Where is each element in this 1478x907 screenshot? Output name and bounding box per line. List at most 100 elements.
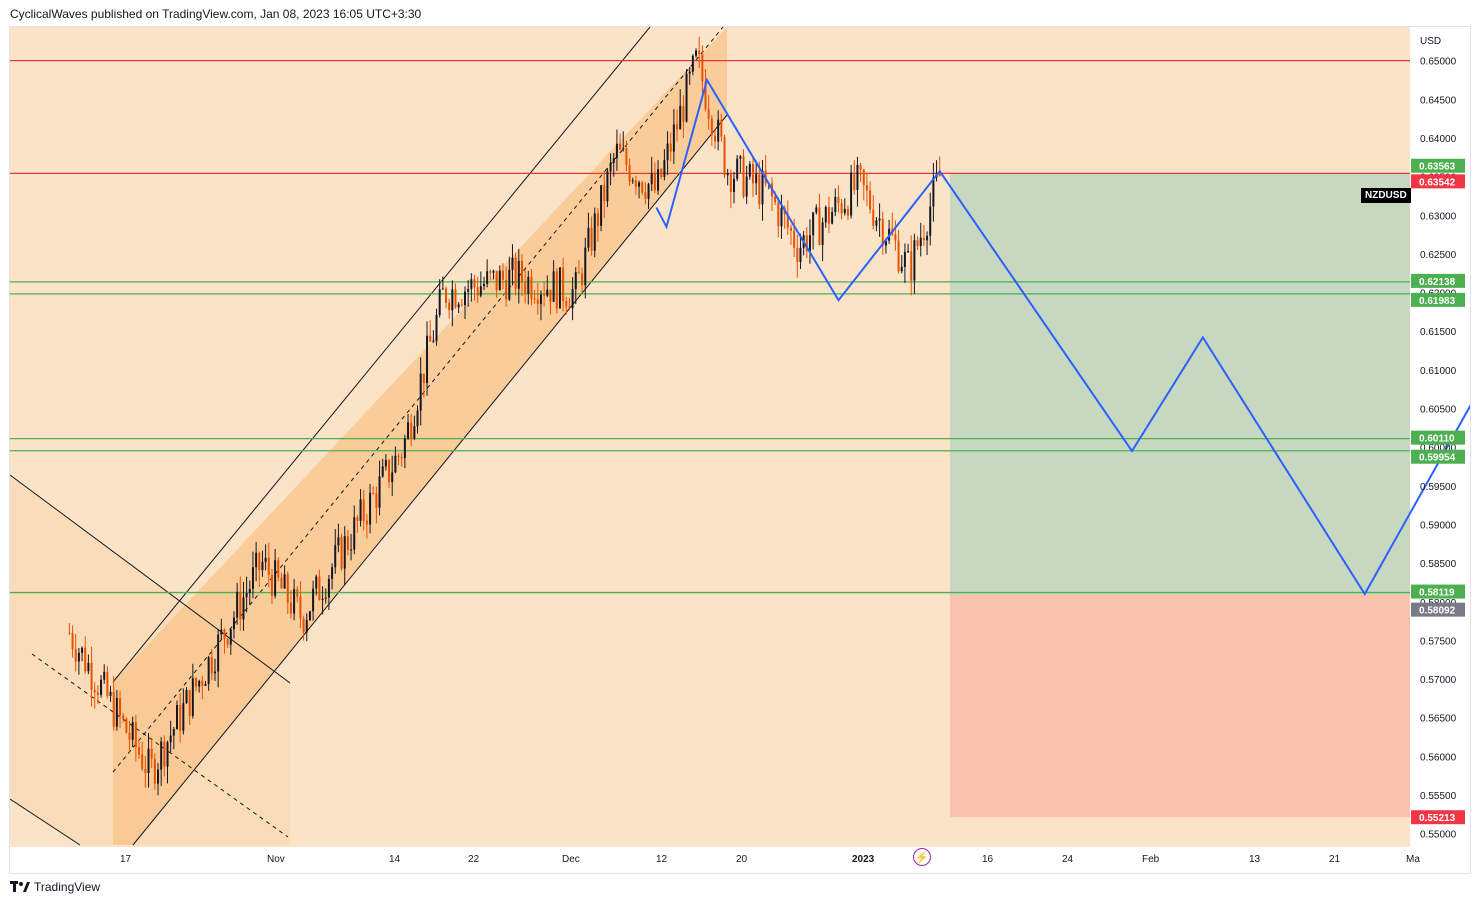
channel-lower-line: [132, 114, 728, 846]
candle-body: [267, 557, 270, 575]
candle-body: [74, 649, 77, 662]
price-label-0: 0.63563: [1419, 162, 1456, 173]
candle-body: [346, 536, 349, 550]
chart-area[interactable]: 0.650000.645000.640000.635000.630000.625…: [9, 26, 1471, 874]
price-label-1: 0.63542: [1419, 177, 1456, 188]
candle-body: [176, 705, 179, 730]
y-tick-label: 0.63000: [1420, 211, 1457, 222]
candle-body: [850, 172, 853, 216]
candle-body: [226, 638, 229, 645]
candle-body: [596, 213, 599, 226]
candle-body: [777, 202, 780, 227]
price-label-tag-7: [1411, 602, 1465, 617]
candle-body: [400, 456, 403, 459]
y-tick-label: 0.55000: [1420, 830, 1457, 841]
candle-body: [312, 588, 315, 612]
candle-body: [315, 576, 318, 589]
candle-body: [609, 162, 612, 172]
lightning-bolt-icon[interactable]: ⚡: [913, 848, 931, 866]
candle-body: [533, 298, 536, 300]
candle-body: [628, 164, 631, 182]
y-tick-label: 0.57500: [1420, 636, 1457, 647]
x-tick-label: Feb: [1142, 854, 1160, 865]
candle-body: [723, 136, 726, 176]
candle-body: [147, 748, 150, 773]
candle-body: [520, 260, 523, 283]
candle-body: [881, 218, 884, 246]
candle-body: [562, 267, 565, 302]
candle-body: [745, 176, 748, 197]
candle-body: [495, 270, 498, 291]
candle-body: [903, 251, 906, 267]
candle-body: [657, 169, 660, 191]
x-tick-label: 12: [656, 854, 668, 865]
currency-label: USD: [1420, 36, 1441, 47]
candle-body: [115, 697, 118, 727]
candle-body: [922, 237, 925, 241]
tradingview-logo-icon: [10, 881, 30, 892]
candle-body: [856, 164, 859, 190]
projection-path[interactable]: [655, 77, 1470, 596]
candle-body: [160, 741, 163, 770]
channel-mid-line: [112, 27, 724, 773]
candle-body: [869, 190, 872, 210]
candle-body: [780, 207, 783, 227]
candle-body: [919, 237, 922, 247]
candle-body: [552, 271, 555, 302]
candle-body: [77, 652, 80, 662]
candle-body: [666, 143, 669, 161]
candle-body: [327, 578, 330, 598]
candle-body: [286, 574, 289, 603]
candle-body: [549, 289, 552, 302]
candle-body: [581, 273, 584, 286]
price-label-6: 0.58119: [1419, 588, 1455, 599]
price-label-tag-3: [1411, 292, 1465, 307]
candle-body: [403, 438, 406, 459]
candle-body: [827, 207, 830, 224]
y-tick-label: 0.56500: [1420, 714, 1457, 725]
candle-body: [283, 574, 286, 589]
candle-body: [910, 251, 913, 281]
stop-zone[interactable]: [950, 594, 1410, 818]
candle-body: [932, 177, 935, 207]
candle-body: [603, 185, 606, 202]
price-chart[interactable]: 0.650000.645000.640000.635000.630000.625…: [10, 27, 1470, 873]
candle-body: [755, 174, 758, 184]
candle-body: [840, 203, 843, 214]
candle-body: [391, 472, 394, 483]
time-axis[interactable]: [10, 847, 1410, 873]
candle-body: [647, 184, 650, 199]
candle-body: [476, 287, 479, 296]
candle-body: [524, 282, 527, 294]
candle-body: [258, 552, 261, 571]
footer[interactable]: TradingView: [10, 880, 100, 894]
x-tick-label: Dec: [562, 854, 580, 865]
candle-body: [359, 499, 362, 521]
candle-body: [846, 208, 849, 216]
x-tick-label: 16: [982, 854, 994, 865]
candle-body: [163, 741, 166, 767]
candle-body: [157, 769, 160, 784]
candle-body: [916, 240, 919, 247]
candle-body: [255, 552, 258, 568]
candle-body: [913, 240, 916, 281]
candle-body: [270, 574, 273, 596]
candle-body: [274, 560, 277, 596]
price-label-tag-0: [1411, 158, 1465, 173]
candle-body: [365, 520, 368, 525]
candle-body: [710, 118, 713, 136]
price-label-tag-5: [1411, 449, 1465, 464]
candle-body: [672, 124, 675, 152]
candle-body: [587, 227, 590, 248]
candle-body: [638, 182, 641, 187]
candle-body: [426, 335, 429, 384]
y-tick-label: 0.60500: [1420, 405, 1457, 416]
candle-body: [805, 235, 808, 252]
candle-body: [96, 692, 99, 695]
y-tick-label: 0.62500: [1420, 250, 1457, 261]
y-tick-label: 0.56000: [1420, 752, 1457, 763]
candle-body: [498, 270, 501, 291]
candle-body: [100, 679, 103, 695]
price-label-tag-2: [1411, 273, 1465, 288]
target-zone[interactable]: [950, 173, 1410, 595]
